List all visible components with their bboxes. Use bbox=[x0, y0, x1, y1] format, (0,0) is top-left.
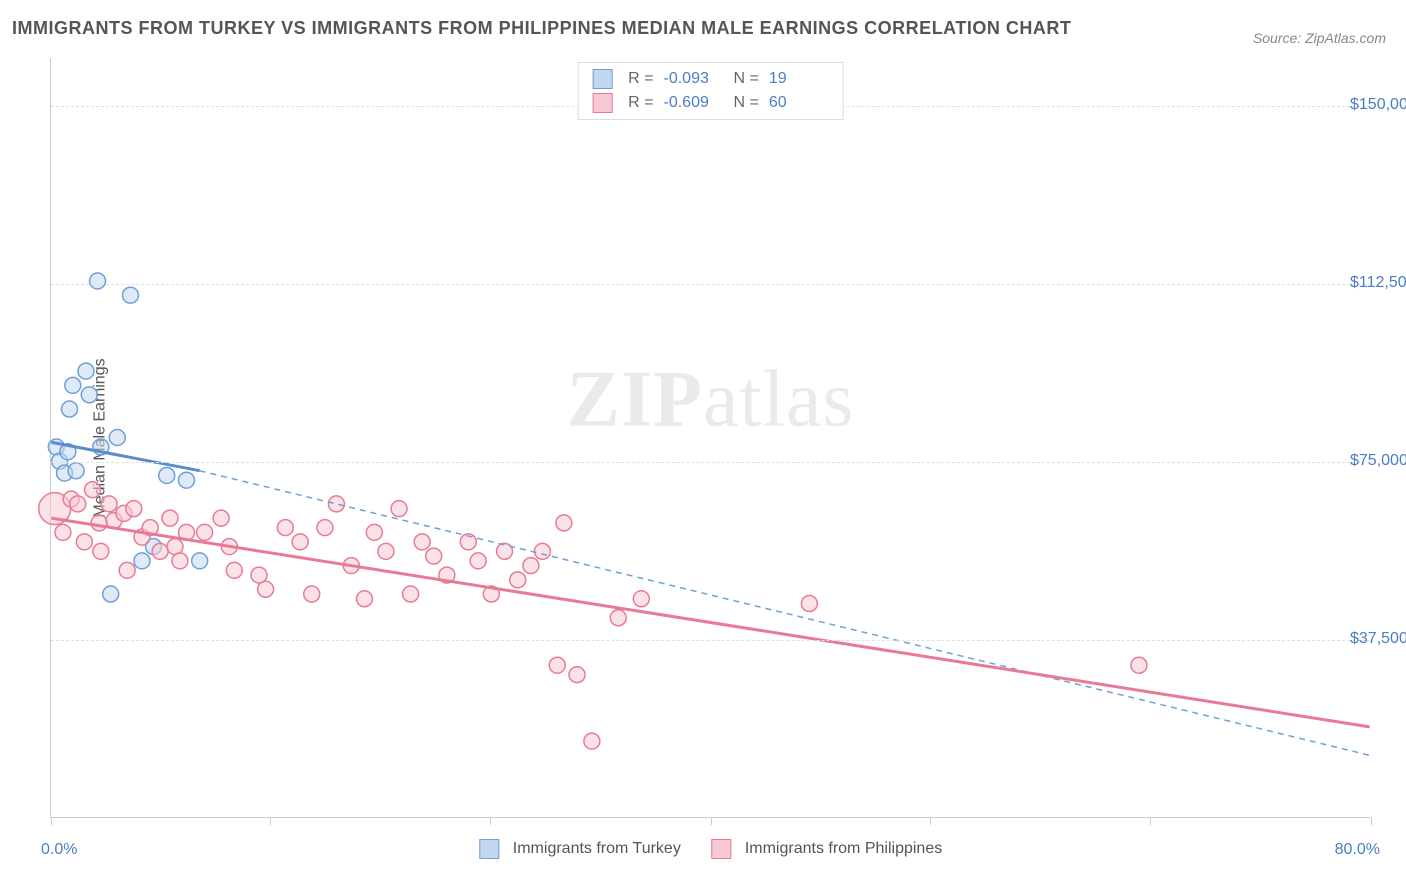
y-tick-label: $37,500 bbox=[1350, 630, 1406, 648]
x-tick bbox=[711, 817, 712, 825]
legend-stats-row: R = -0.609 N = 60 bbox=[592, 91, 829, 115]
swatch-icon bbox=[479, 839, 499, 859]
x-tick bbox=[270, 817, 271, 825]
stat-n-value: 19 bbox=[769, 67, 829, 91]
legend-item-label: Immigrants from Philippines bbox=[745, 840, 942, 858]
x-tick bbox=[51, 817, 52, 825]
x-tick bbox=[490, 817, 491, 825]
x-axis-max-label: 80.0% bbox=[1335, 841, 1380, 859]
legend-item: Immigrants from Philippines bbox=[711, 839, 942, 859]
x-tick bbox=[1371, 817, 1372, 825]
x-tick bbox=[1150, 817, 1151, 825]
swatch-icon bbox=[592, 69, 612, 89]
scatter-svg bbox=[51, 58, 1370, 817]
stat-r-value: -0.093 bbox=[664, 67, 724, 91]
gridline bbox=[51, 284, 1370, 285]
gridline bbox=[51, 462, 1370, 463]
stat-r-label: R = bbox=[628, 67, 653, 91]
stat-r-label: R = bbox=[628, 91, 653, 115]
legend-item-label: Immigrants from Turkey bbox=[513, 840, 681, 858]
stat-n-label: N = bbox=[734, 67, 759, 91]
legend-series: Immigrants from Turkey Immigrants from P… bbox=[479, 839, 942, 859]
x-tick bbox=[930, 817, 931, 825]
gridline bbox=[51, 640, 1370, 641]
stat-n-value: 60 bbox=[769, 91, 829, 115]
legend-item: Immigrants from Turkey bbox=[479, 839, 681, 859]
source-label: Source: ZipAtlas.com bbox=[1253, 30, 1386, 46]
swatch-icon bbox=[592, 93, 612, 113]
stat-r-value: -0.609 bbox=[664, 91, 724, 115]
stat-n-label: N = bbox=[734, 91, 759, 115]
y-tick-label: $75,000 bbox=[1350, 452, 1406, 470]
x-axis-min-label: 0.0% bbox=[41, 841, 77, 859]
swatch-icon bbox=[711, 839, 731, 859]
legend-stats-row: R = -0.093 N = 19 bbox=[592, 67, 829, 91]
y-tick-label: $112,500 bbox=[1350, 274, 1406, 292]
y-tick-label: $150,000 bbox=[1350, 96, 1406, 114]
chart-plot-area: Median Male Earnings ZIPatlas R = -0.093… bbox=[50, 58, 1370, 818]
legend-stats: R = -0.093 N = 19 R = -0.609 N = 60 bbox=[577, 62, 844, 120]
chart-title: IMMIGRANTS FROM TURKEY VS IMMIGRANTS FRO… bbox=[12, 18, 1071, 39]
